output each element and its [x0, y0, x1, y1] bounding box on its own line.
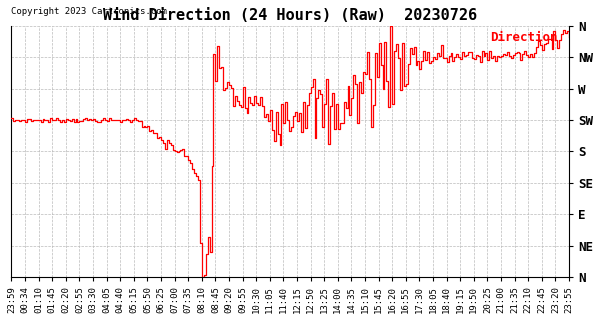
Title: Wind Direction (24 Hours) (Raw)  20230726: Wind Direction (24 Hours) (Raw) 20230726	[103, 8, 477, 23]
Text: Direction: Direction	[490, 31, 558, 44]
Text: Copyright 2023 Cartronics.com: Copyright 2023 Cartronics.com	[11, 7, 167, 16]
